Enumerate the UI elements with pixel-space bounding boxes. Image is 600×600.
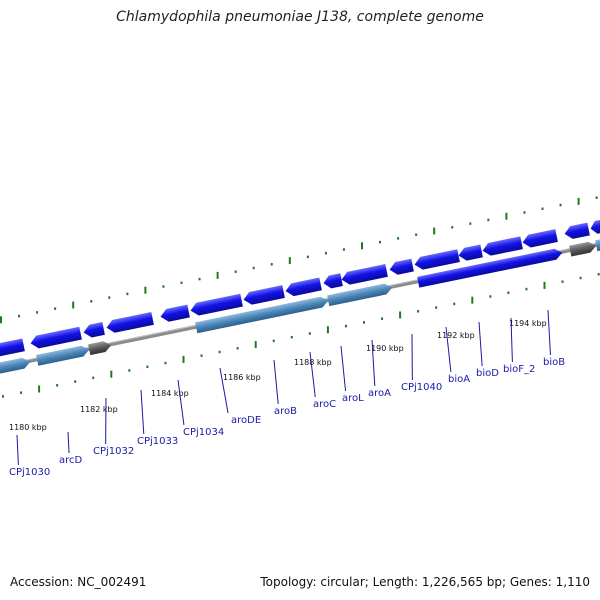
tick-track (0, 196, 600, 398)
gene-label: CPj1040 (401, 382, 442, 393)
gene-label: bioD (476, 368, 499, 379)
feature-bar (88, 341, 112, 356)
cds-arrow (458, 244, 483, 261)
gene-leader-line (16, 434, 19, 466)
tick-label: 1180 kbp (9, 423, 47, 432)
gene-leader-line (273, 359, 279, 405)
map-title: Chlamydophila pneumoniae J138, complete … (116, 9, 484, 25)
cds-arrow (414, 249, 460, 270)
topology-text: Topology: circular; Length: 1,226,565 bp… (260, 575, 590, 589)
gene-label: CPj1034 (183, 427, 224, 438)
tick-label: 1184 kbp (151, 389, 189, 398)
cds-arrow (389, 258, 414, 275)
gene-label: CPj1032 (93, 446, 134, 457)
cds-arrow (30, 326, 82, 349)
cds-arrow (106, 311, 154, 333)
tick-label: 1192 kbp (437, 331, 475, 340)
gene-label: CPj1033 (137, 436, 178, 447)
cds-arrow (323, 273, 343, 289)
feature-bar (36, 345, 90, 366)
tick-label: 1182 kbp (80, 405, 118, 414)
gene-label: aroDE (231, 415, 261, 426)
gene-label: bioF_2 (503, 364, 535, 375)
gene-leader-line (219, 367, 229, 414)
cds-arrow (83, 322, 105, 338)
feature-bar (327, 283, 393, 307)
gene-leader-line (478, 321, 483, 367)
cds-arrow (482, 236, 523, 256)
gene-leader-line (371, 339, 376, 387)
feature-bar (417, 248, 563, 288)
cds-arrow (522, 229, 558, 248)
gene-leader-line (510, 317, 513, 363)
gene-leader-line (309, 351, 316, 398)
gene-label: aroA (368, 388, 391, 399)
accession-text: Accession: NC_002491 (10, 575, 147, 589)
gene-label: bioB (543, 357, 565, 368)
tick-label: 1194 kbp (509, 319, 547, 328)
tick-label: 1190 kbp (366, 344, 404, 353)
gene-leader-line (445, 326, 452, 373)
gene-leader-line (547, 309, 551, 356)
tick-label: 1188 kbp (294, 358, 332, 367)
gene-label: bioA (448, 374, 470, 385)
cds-arrow (190, 293, 243, 316)
gene-leader-line (340, 345, 347, 392)
gene-label: aroC (313, 399, 336, 410)
gene-label: aroL (342, 393, 364, 404)
gene-leader-line (177, 379, 185, 426)
feature-bar (569, 241, 597, 257)
gene-label: arcD (59, 455, 83, 466)
cds-arrow (160, 304, 190, 322)
feature-bar (195, 296, 329, 334)
feature-bar (595, 238, 600, 252)
cds-arrow (285, 277, 322, 297)
feature-track (0, 218, 600, 375)
cds-arrow (243, 285, 285, 305)
gene-leader-line (67, 431, 70, 454)
cds-arrow (341, 264, 388, 285)
gene-leader-line (140, 389, 145, 435)
label-layer: 1180 kbp 1182 kbp 1184 kbp 1186 kbp 1188 kbp… (9, 309, 565, 478)
cds-arrow (0, 338, 25, 357)
cds-arrow (590, 218, 600, 234)
feature-bar (0, 357, 31, 375)
gene-label: CPj1030 (9, 467, 50, 478)
tick-label: 1186 kbp (223, 373, 261, 382)
gene-label: aroB (274, 406, 297, 417)
cds-arrow (564, 222, 590, 239)
